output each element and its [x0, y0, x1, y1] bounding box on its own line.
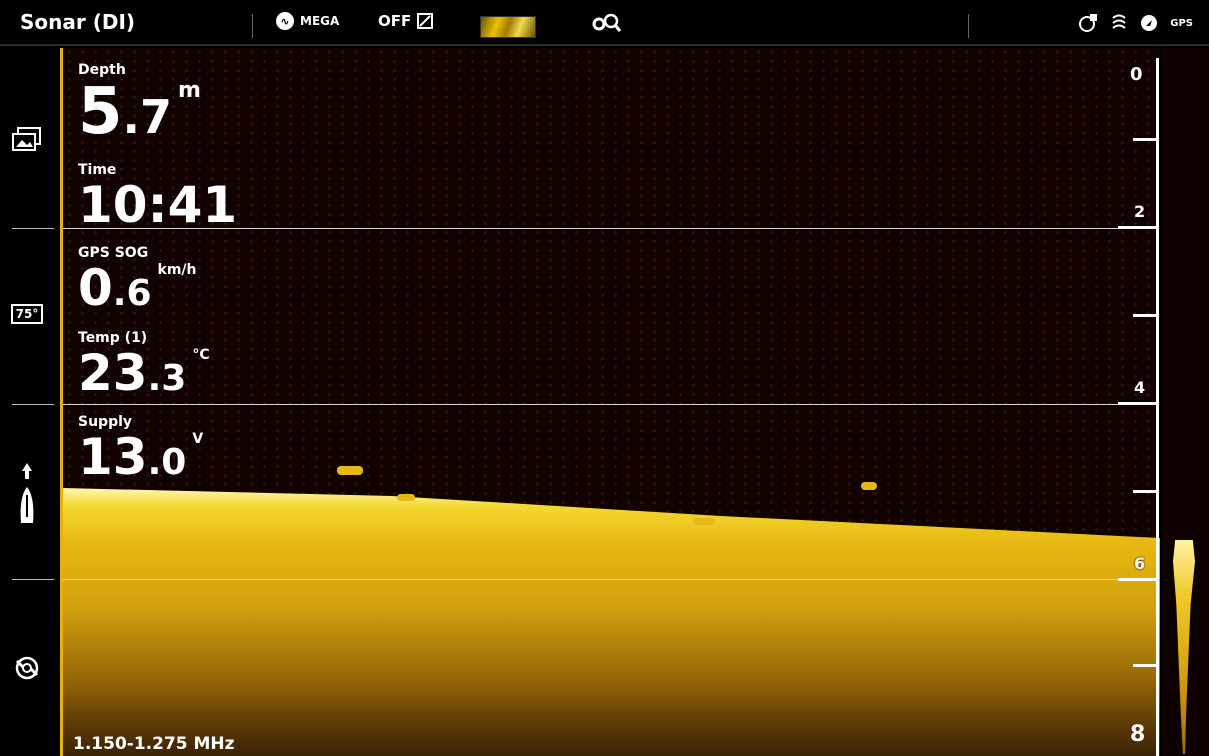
sonar-view[interactable]: Depth 5.7 m Time 10:41 GPS SOG 0.6km/h Te…	[60, 48, 1160, 756]
scale-label-4: 4	[1134, 378, 1146, 397]
scale-tick	[1133, 314, 1157, 317]
sonar-signal-icon[interactable]	[1110, 13, 1128, 33]
depth-grid-line	[63, 228, 1158, 229]
scale-label-2: 2	[1134, 202, 1146, 221]
gear-zoom-icon	[592, 13, 622, 32]
overlay-icon	[417, 13, 434, 29]
sog-value: 0.6km/h	[78, 259, 197, 317]
rotate-icon	[15, 656, 39, 680]
scale-tick	[1118, 578, 1157, 581]
depth-grid-line	[63, 579, 1158, 580]
time-value: 10:41	[78, 176, 238, 234]
off-button[interactable]: OFF	[378, 12, 434, 30]
depth-value: 5.7 m	[78, 75, 201, 149]
fish-return	[337, 466, 363, 475]
scale-label-8: 8	[1130, 722, 1146, 747]
divider	[252, 14, 253, 38]
temperature-icon: 75°	[10, 304, 44, 324]
sog-label: GPS SOG	[78, 245, 149, 261]
depth-grid-line	[63, 404, 1158, 405]
temp-value: 23.3°C	[78, 344, 210, 402]
supply-value: 13.0V	[78, 428, 204, 486]
scale-tick	[1118, 226, 1157, 229]
chart-source-icon[interactable]	[1078, 13, 1098, 33]
time-label: Time	[78, 162, 117, 178]
chart-thumbnail-button[interactable]	[480, 16, 536, 38]
boat-icon	[20, 463, 34, 523]
supply-readout[interactable]: Supply 13.0V	[78, 414, 203, 482]
depth-label: Depth	[78, 62, 126, 78]
scale-label-6: 6	[1134, 554, 1146, 573]
views-icon	[12, 127, 41, 151]
supply-label: Supply	[78, 414, 133, 430]
compass-icon[interactable]	[1140, 14, 1158, 32]
settings-zoom-button[interactable]	[590, 12, 622, 34]
rotate-button[interactable]	[0, 648, 54, 688]
scale-tick	[1118, 402, 1157, 405]
fish-return	[397, 494, 415, 501]
sidebar-divider	[12, 228, 54, 229]
scale-label-0: 0	[1130, 64, 1143, 85]
boat-view-button[interactable]	[0, 458, 54, 528]
status-icons: GPS	[1078, 13, 1193, 33]
time-readout[interactable]: Time 10:41	[78, 162, 237, 230]
sog-readout[interactable]: GPS SOG 0.6km/h	[78, 245, 197, 313]
waveform-icon: ∿	[276, 12, 294, 30]
views-button[interactable]	[0, 120, 54, 160]
scale-tick	[1133, 664, 1157, 667]
depth-readout[interactable]: Depth 5.7 m	[78, 62, 201, 144]
divider	[968, 14, 969, 38]
sidebar-divider	[12, 579, 54, 580]
sidebar-divider	[12, 404, 54, 405]
sidebar: 75°	[0, 48, 60, 756]
scale-tick	[1133, 138, 1157, 141]
page-title: Sonar (DI)	[20, 10, 136, 34]
gps-icon[interactable]: GPS	[1170, 17, 1193, 29]
fish-return	[861, 482, 877, 490]
temp-graph-button[interactable]: 75°	[0, 298, 54, 330]
top-bar: Sonar (DI) ∿ MEGA OFF GPS	[0, 0, 1209, 46]
scale-tick	[1133, 490, 1157, 493]
sonar-bottom-return	[63, 488, 1160, 756]
depth-scale	[1156, 58, 1159, 756]
off-label: OFF	[378, 12, 412, 30]
frequency-label: 1.150-1.275 MHz	[73, 734, 235, 754]
mega-label: MEGA	[300, 14, 340, 28]
temp-label: Temp (1)	[78, 330, 148, 346]
temp-readout[interactable]: Temp (1) 23.3°C	[78, 330, 210, 398]
fish-return	[693, 518, 715, 525]
mega-button[interactable]: ∿ MEGA	[276, 12, 339, 30]
